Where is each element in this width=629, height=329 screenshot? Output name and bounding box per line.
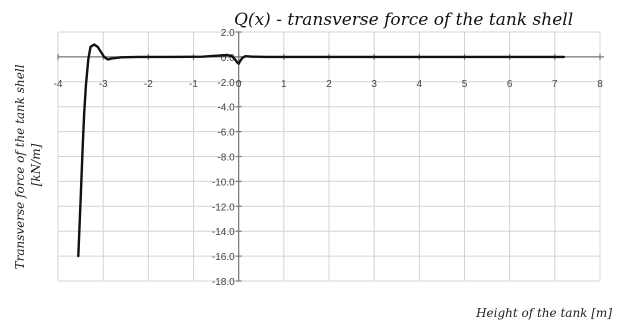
x-tick-label: 3: [371, 79, 377, 90]
y-tick-label: -14.0: [212, 227, 235, 238]
y-tick-label: 0.0: [221, 53, 235, 64]
y-tick-label: -10.0: [212, 177, 235, 188]
series-line: [77, 43, 566, 258]
y-tick-label: -6.0: [217, 128, 235, 139]
x-tick-label: 6: [507, 79, 513, 90]
x-tick-label: 4: [417, 79, 423, 90]
x-tick-label: 0: [236, 79, 242, 90]
y-axis-title: Transverse force of the tank shell [kN/m…: [13, 61, 43, 270]
y-tick-label: -2.0: [217, 78, 235, 89]
x-tick-label: 2: [326, 79, 332, 90]
y-tick-label: -12.0: [212, 202, 235, 213]
x-tick-label: 1: [281, 79, 287, 90]
x-tick-label: -1: [189, 79, 198, 90]
y-tick-label: -16.0: [212, 252, 235, 263]
grid-lines: [57, 31, 601, 282]
y-tick-label: 2.0: [221, 28, 235, 39]
x-tick-label: -3: [99, 79, 108, 90]
x-axis-title: Height of the tank [m]: [475, 306, 612, 320]
y-tick-label: -8.0: [217, 153, 235, 164]
y-tick-label: -18.0: [212, 277, 235, 288]
y-axis-title-line-2: [kN/m]: [29, 143, 43, 186]
x-tick-label: 8: [597, 79, 603, 90]
x-tick-label: -4: [54, 79, 63, 90]
x-tick-label: -2: [144, 79, 153, 90]
chart-title: Q(x) - transverse force of the tank shel…: [234, 10, 573, 30]
x-tick-label: 5: [462, 79, 468, 90]
series-layer: [77, 43, 566, 258]
x-tick-label: 7: [552, 79, 558, 90]
y-tick-label: -4.0: [217, 103, 235, 114]
y-axis-title-line-1: Transverse force of the tank shell: [13, 64, 27, 269]
tick-labels: -4 -3 -2 -1 0 1 2 3 4 5 6 7 8 2.0 0.0 -2.0 -4.0 -6.0 -8.0 -…: [54, 28, 604, 288]
